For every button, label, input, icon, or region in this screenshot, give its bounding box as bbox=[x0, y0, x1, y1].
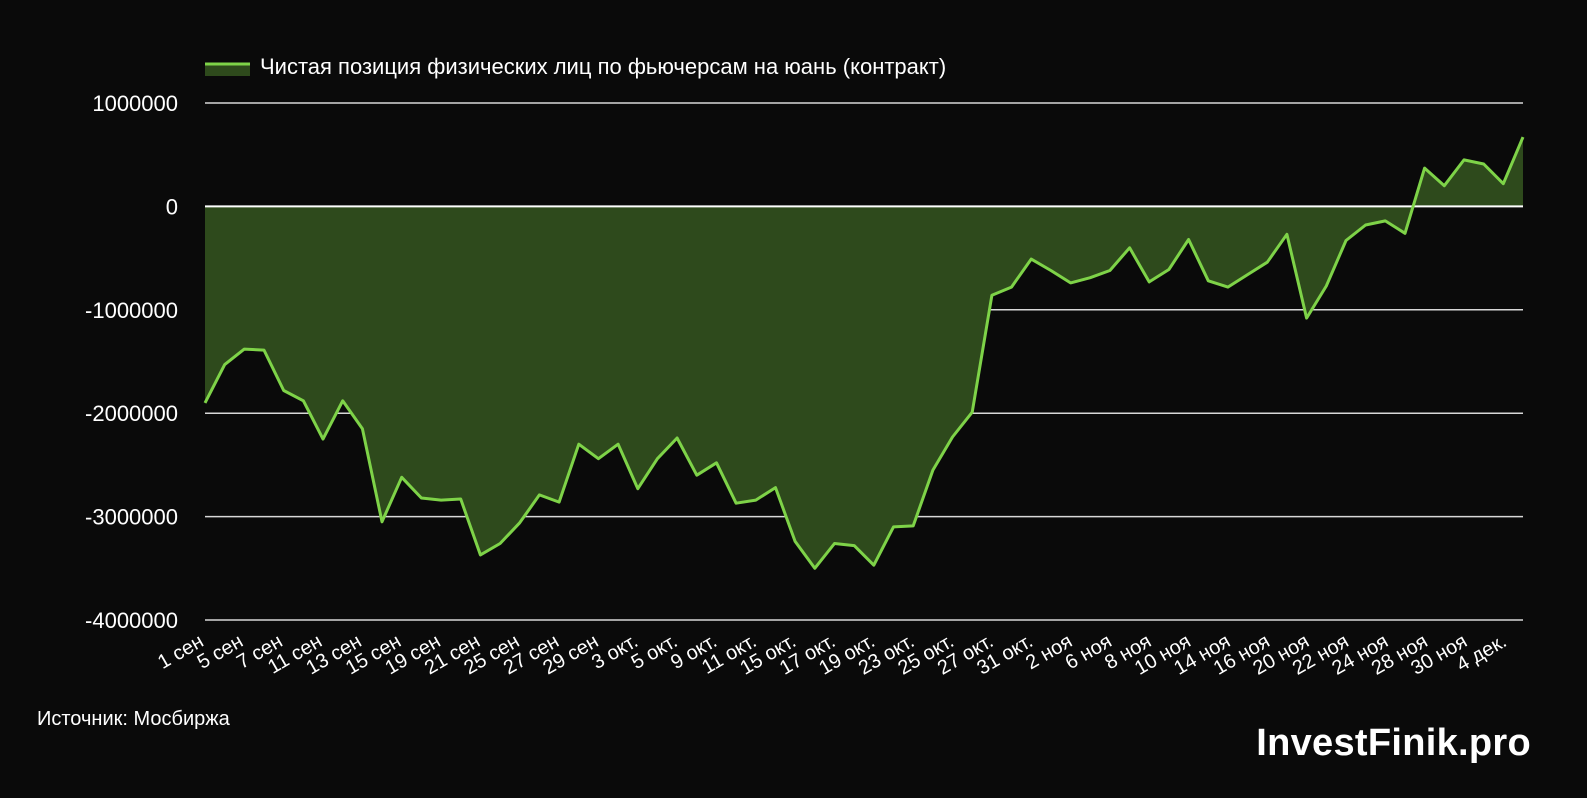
source-note: Источник: Мосбиржа bbox=[37, 708, 230, 730]
y-tick-label: 0 bbox=[166, 194, 178, 219]
legend-label: Чистая позиция физических лиц по фьючерс… bbox=[260, 54, 946, 79]
series-area bbox=[205, 137, 1523, 569]
series-line bbox=[203, 136, 1525, 570]
y-tick-label: -2000000 bbox=[85, 401, 178, 426]
y-tick-label: -4000000 bbox=[85, 608, 178, 633]
legend-swatch bbox=[205, 63, 250, 76]
legend[interactable]: Чистая позиция физических лиц по фьючерс… bbox=[205, 54, 946, 79]
y-tick-label: -1000000 bbox=[85, 298, 178, 323]
y-tick-label: -3000000 bbox=[85, 505, 178, 530]
brand-logo-text: InvestFinik.pro bbox=[1256, 722, 1531, 764]
y-tick-label: 1000000 bbox=[92, 91, 178, 116]
y-axis-ticks: 1000000 0 -1000000 -2000000 -3000000 -4000000 bbox=[85, 91, 178, 633]
